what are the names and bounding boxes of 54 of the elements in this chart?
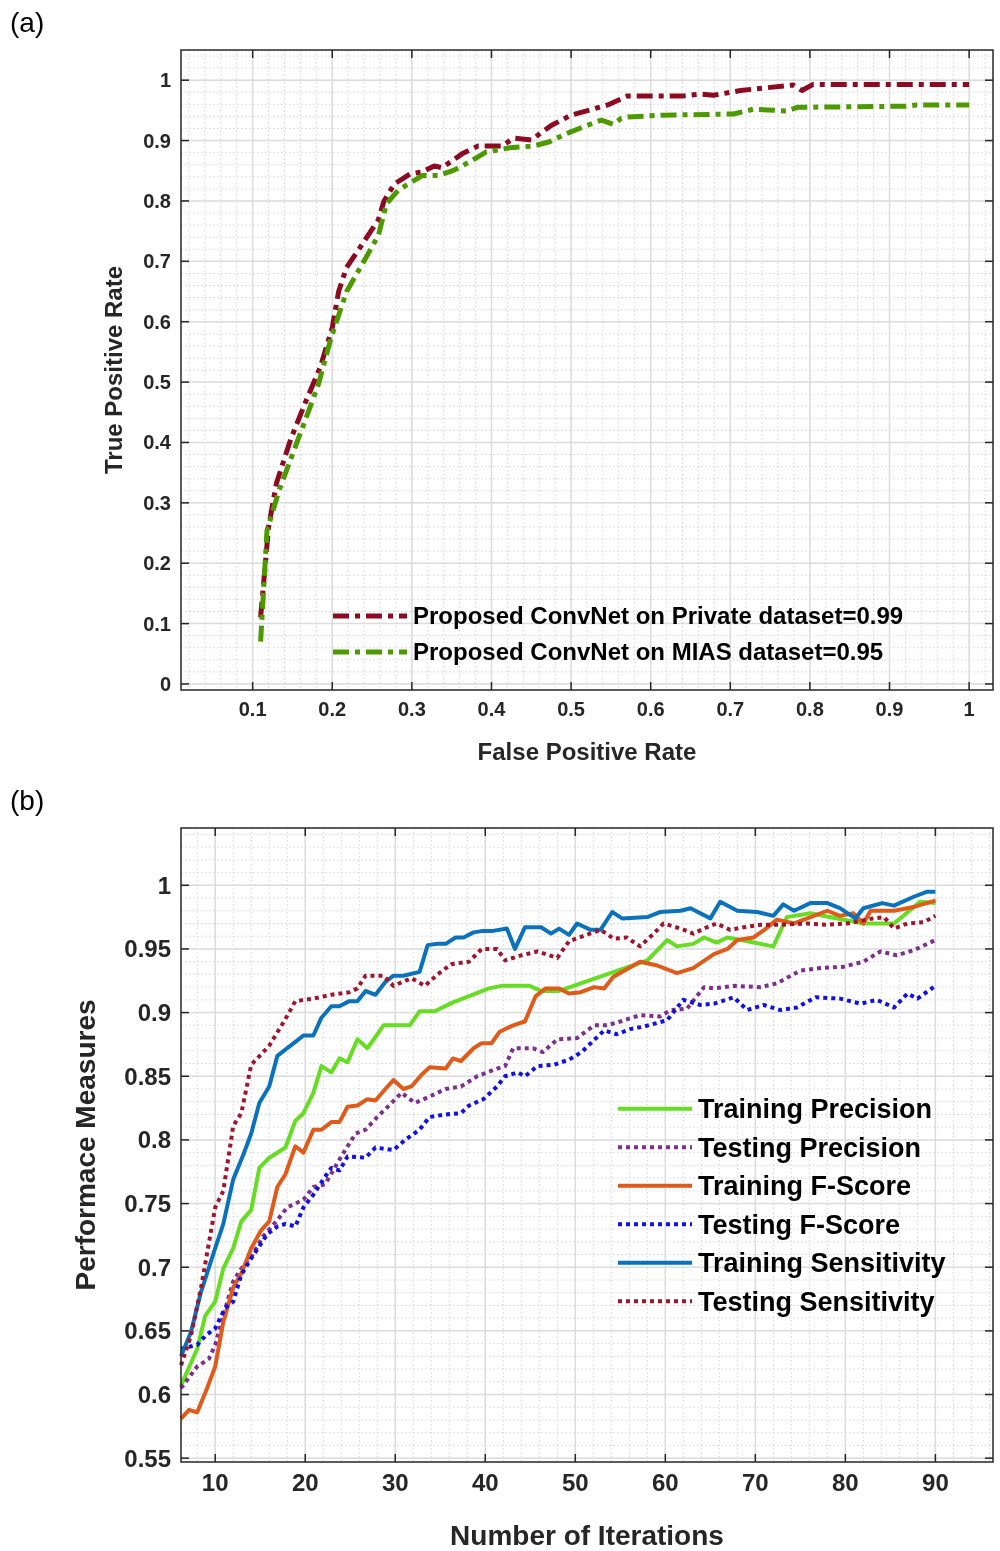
y-tick-label: 0.5 [143, 371, 171, 394]
x-tick-label: 90 [922, 1469, 949, 1497]
y-tick-label: 0.6 [143, 310, 171, 333]
y-tick-label: 0.7 [143, 250, 171, 273]
y-tick-label: 0.6 [137, 1380, 171, 1408]
y-tick-label: 0.85 [124, 1062, 171, 1090]
x-tick-label: 40 [471, 1469, 499, 1497]
y-tick-label: 0 [159, 672, 171, 695]
x-axis-title: False Positive Rate [477, 738, 697, 765]
x-tick-label: 0.3 [397, 698, 426, 720]
y-tick-label: 0.9 [143, 129, 171, 152]
chart-title: (b) [10, 785, 45, 816]
y-tick-label: 0.2 [143, 552, 171, 575]
legend-label: Proposed ConvNet on MIAS dataset=0.95 [413, 638, 884, 666]
y-axis-title: Performace Measures [70, 999, 101, 1291]
x-tick-label: 30 [381, 1469, 409, 1497]
legend-label: Training Sensitivity [698, 1248, 946, 1279]
legend-label: Training F-Score [698, 1171, 912, 1202]
y-tick-label: 0.9 [137, 999, 171, 1026]
x-tick-label: 50 [561, 1469, 589, 1497]
y-tick-label: 1 [157, 871, 171, 899]
x-tick-label: 0.1 [238, 698, 267, 720]
y-tick-label: 0.3 [143, 491, 171, 514]
y-tick-label: 0.8 [137, 1126, 171, 1154]
y-tick-label: 0.55 [124, 1444, 171, 1472]
y-tick-label: 0.75 [124, 1189, 171, 1217]
x-axis-title: Number of Iterations [450, 1520, 724, 1551]
legend-label: Testing F-Score [698, 1209, 901, 1240]
x-tick-label: 70 [741, 1469, 769, 1497]
x-tick-label: 0.8 [796, 698, 824, 720]
x-tick-label: 1 [963, 698, 975, 720]
y-tick-label: 0.8 [143, 189, 171, 212]
x-tick-label: 10 [201, 1469, 229, 1497]
x-tick-label: 80 [832, 1469, 859, 1497]
y-tick-label: 1 [159, 69, 171, 92]
x-tick-label: 0.5 [557, 698, 585, 720]
legend-label: Testing Precision [698, 1132, 922, 1163]
y-tick-label: 0.4 [143, 431, 172, 454]
x-tick-label: 0.7 [716, 698, 745, 720]
chart-title: (a) [10, 7, 45, 38]
y-tick-label: 0.95 [124, 935, 171, 963]
legend-label: Testing Sensitivity [698, 1286, 935, 1317]
x-tick-label: 20 [291, 1469, 319, 1497]
x-tick-label: 0.6 [636, 698, 665, 720]
x-tick-label: 0.9 [875, 698, 904, 720]
x-tick-label: 60 [651, 1469, 679, 1497]
y-axis-title: True Positive Rate [100, 265, 127, 475]
y-tick-label: 0.65 [124, 1317, 171, 1345]
x-tick-label: 0.2 [318, 698, 347, 720]
x-tick-label: 0.4 [477, 698, 507, 720]
legend-label: Training Precision [698, 1094, 933, 1125]
y-tick-label: 0.1 [143, 612, 171, 635]
y-tick-label: 0.7 [137, 1253, 171, 1281]
legend-label: Proposed ConvNet on Private dataset=0.99 [413, 602, 904, 630]
